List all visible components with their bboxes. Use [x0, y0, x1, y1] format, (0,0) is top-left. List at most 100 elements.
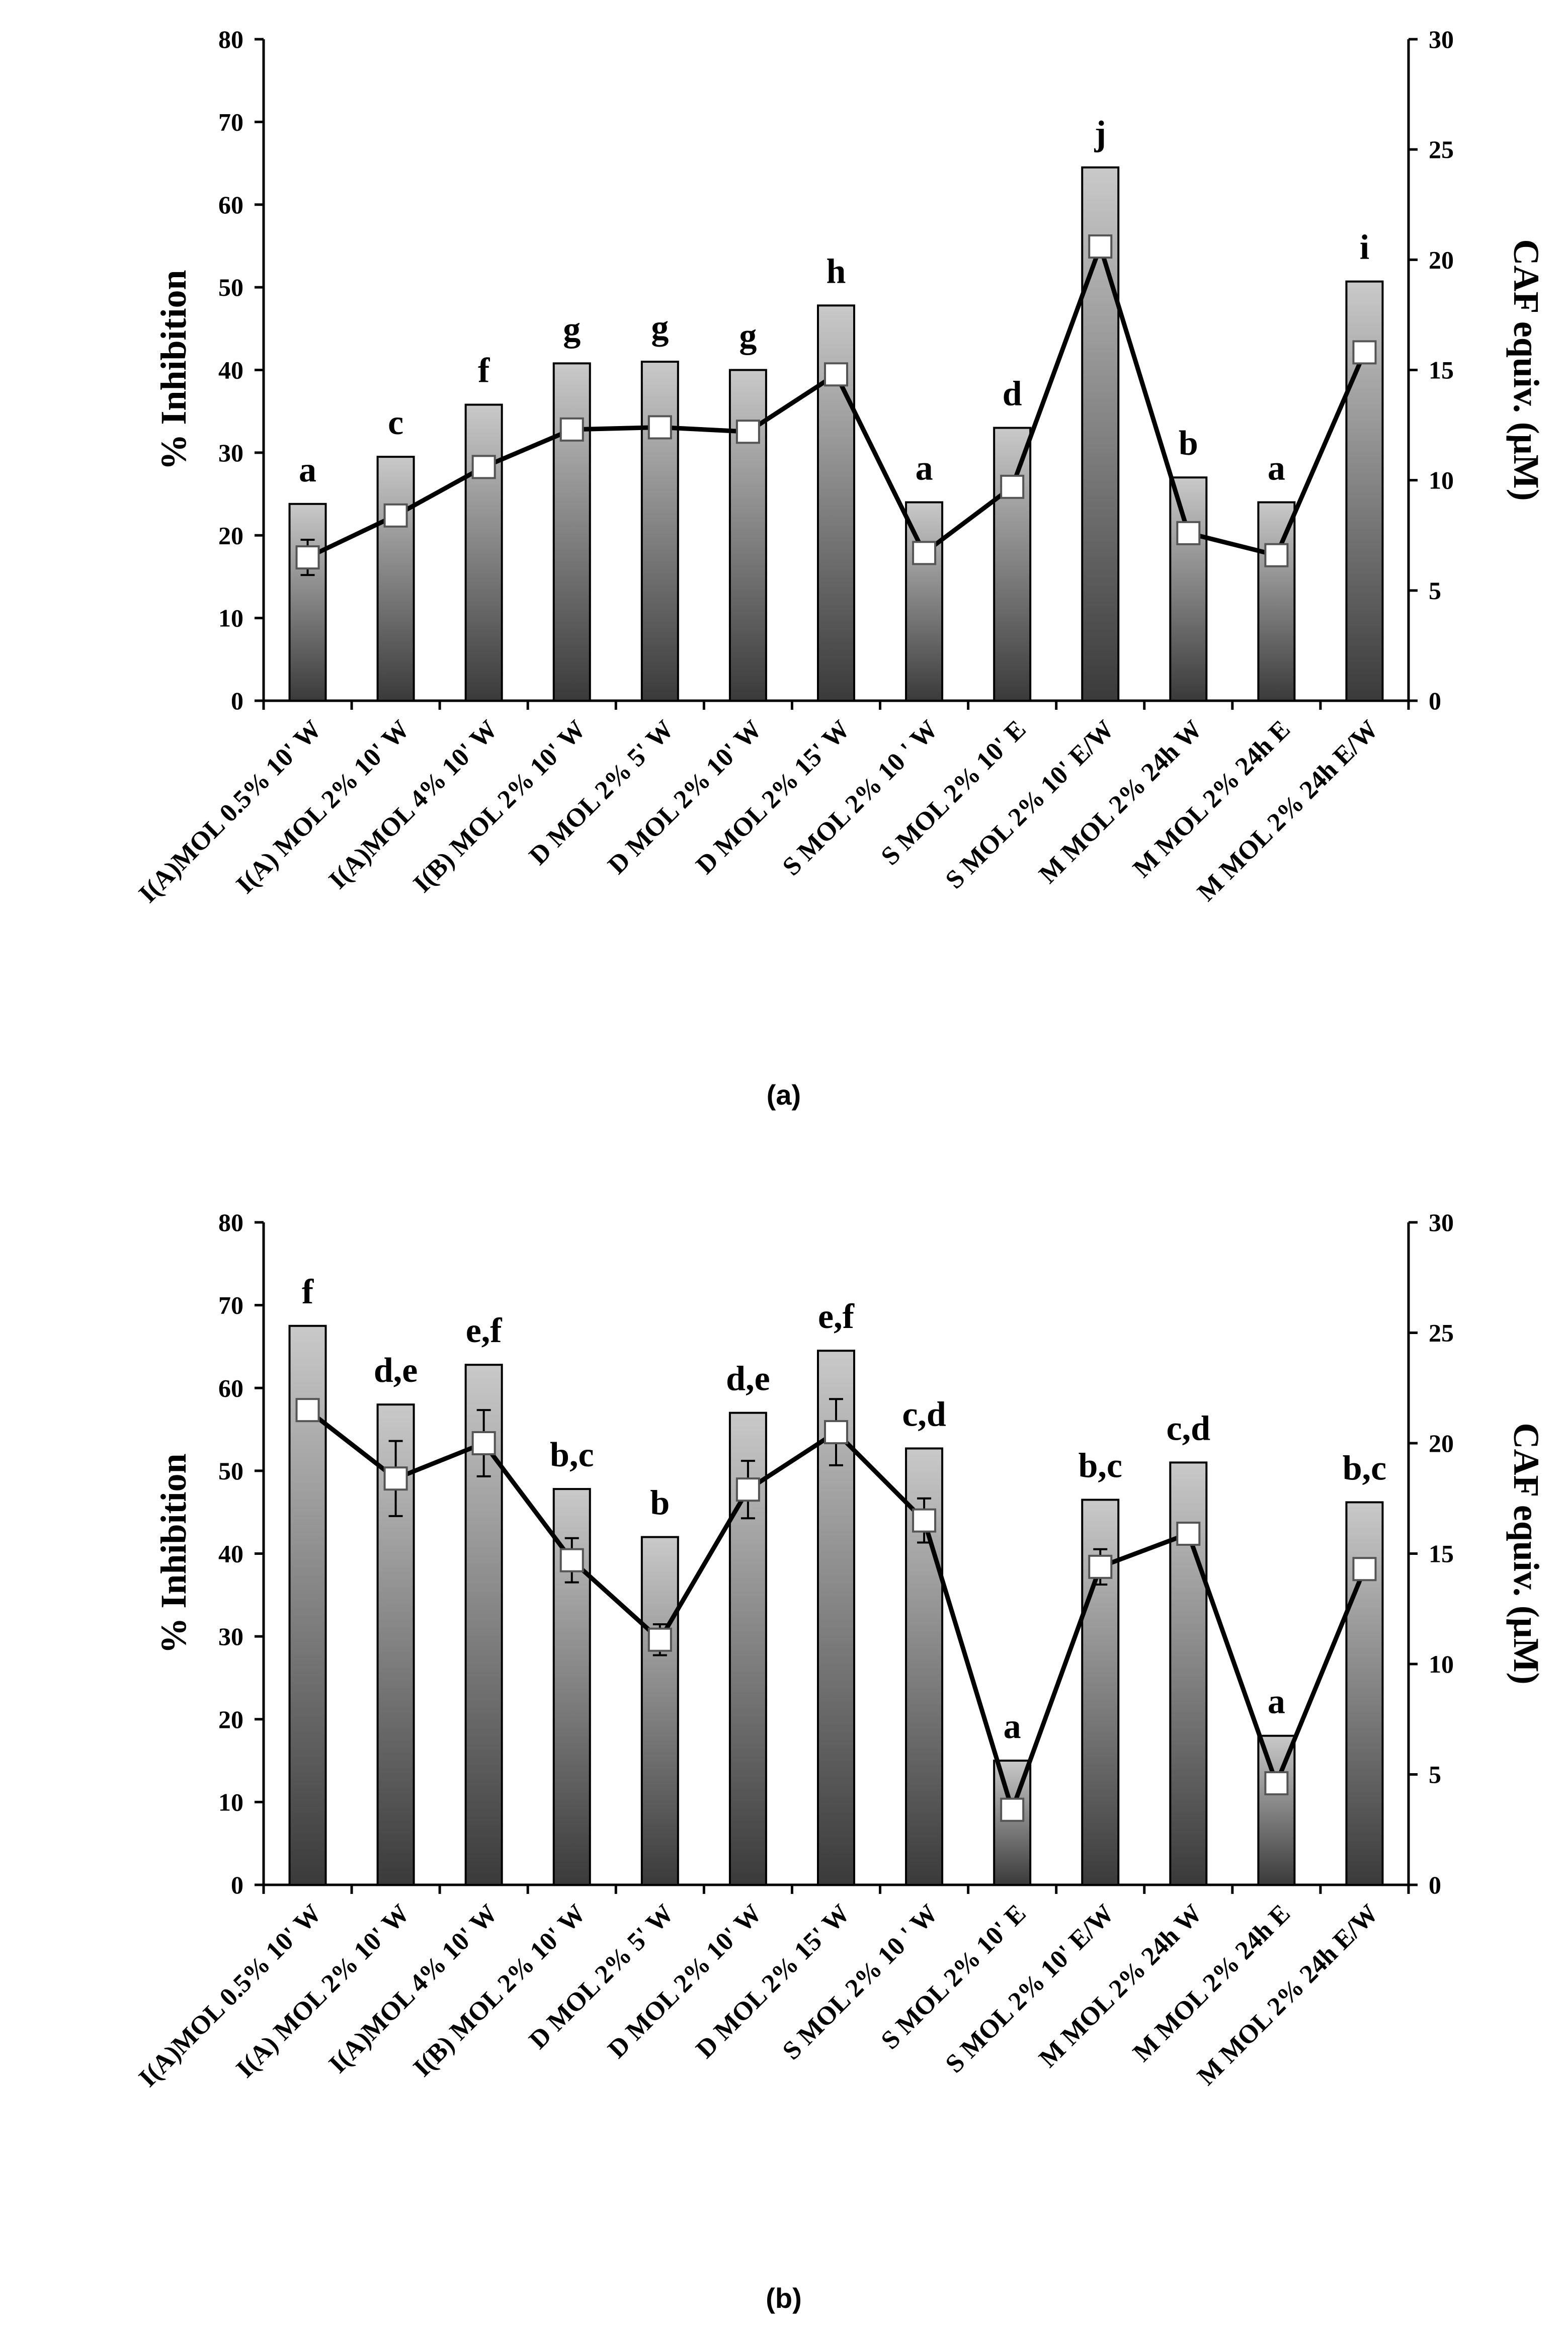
caf-marker	[1352, 340, 1377, 365]
bar	[728, 369, 767, 702]
significance-letter: e,f	[466, 1311, 503, 1350]
left-tick-label: 50	[218, 273, 243, 301]
significance-letter: b,c	[1078, 1446, 1122, 1485]
caf-marker	[383, 503, 408, 528]
bar	[1257, 1734, 1296, 1886]
caf-marker	[1088, 1554, 1113, 1579]
significance-letter: b	[650, 1484, 670, 1523]
significance-letter: b,c	[550, 1436, 594, 1474]
category-label: D MOL 2% 15' W	[691, 1899, 856, 2064]
figure-caption: (a)	[767, 1079, 801, 1111]
y2-axis-title: CAF equiv. (μM)	[1506, 1423, 1546, 1684]
significance-letter: c,d	[902, 1395, 946, 1434]
bar	[464, 403, 503, 702]
y2-axis-title: CAF equiv. (μM)	[1506, 239, 1546, 501]
caf-marker	[735, 420, 760, 444]
significance-letter: b	[1179, 424, 1198, 463]
left-tick-label: 30	[218, 439, 243, 467]
bar	[376, 456, 415, 702]
left-tick-label: 70	[218, 108, 243, 136]
left-tick-label: 20	[218, 521, 243, 549]
category-label: S MOL 2% 10 ' W	[777, 1899, 944, 2065]
caf-marker	[559, 1548, 584, 1572]
right-tick-label: 15	[1429, 1540, 1454, 1568]
caf-marker	[1176, 521, 1201, 545]
caf-marker	[1352, 1557, 1377, 1582]
significance-letter: e,f	[818, 1297, 855, 1336]
caf-marker	[295, 1398, 320, 1423]
right-tick-label: 10	[1429, 466, 1454, 494]
caf-marker	[471, 455, 496, 479]
caf-marker	[824, 362, 848, 387]
category-label: I(A)MOL 4% 10' W	[323, 715, 503, 894]
caf-marker	[295, 545, 320, 570]
significance-letter: a	[1268, 449, 1285, 488]
significance-letter: h	[827, 252, 846, 291]
significance-letter: d,e	[374, 1351, 418, 1390]
right-tick-label: 15	[1429, 356, 1454, 384]
bar	[1257, 501, 1296, 702]
right-tick-label: 0	[1429, 1871, 1441, 1899]
right-tick-label: 5	[1429, 1761, 1441, 1789]
category-label: M MOL 2% 24h W	[1034, 715, 1208, 889]
category-label: S MOL 2% 10' E	[876, 1899, 1032, 2055]
caf-marker	[1176, 1521, 1201, 1546]
category-label: D MOL 2% 10' W	[603, 715, 768, 880]
significance-letter: f	[302, 1273, 314, 1311]
caf-marker	[912, 541, 937, 565]
left-tick-label: 20	[218, 1705, 243, 1733]
chart-b: 0 10 20 30 40 50 60 70 80 0 5 10 15 20 25 30 % Inhibitio…	[133, 1208, 1546, 2314]
significance-letter: d	[1003, 375, 1022, 413]
right-tick-label: 0	[1429, 687, 1441, 715]
y-axis-title: % Inhibition	[153, 270, 194, 470]
right-tick-label: 25	[1429, 135, 1454, 163]
significance-letter: i	[1360, 228, 1369, 267]
category-label: M MOL 2% 24h E/W	[1192, 715, 1383, 906]
caf-marker	[1000, 1797, 1025, 1822]
category-label: I(B) MOL 2% 10' W	[408, 715, 591, 898]
bar	[552, 362, 591, 702]
left-tick-label: 80	[218, 1208, 243, 1236]
left-tick-label: 60	[218, 191, 243, 219]
right-tick-label: 30	[1429, 1208, 1454, 1236]
significance-letter: a	[299, 451, 316, 489]
left-tick-label: 40	[218, 1540, 243, 1568]
left-tick-label: 40	[218, 356, 243, 384]
significance-letter: g	[651, 308, 669, 347]
category-label: M MOL 2% 24h E	[1127, 715, 1295, 883]
caf-marker	[647, 415, 672, 440]
right-tick-label: 30	[1429, 25, 1454, 53]
left-tick-label: 10	[218, 1788, 243, 1816]
bar	[905, 501, 944, 702]
figure-caption: (b)	[766, 2282, 802, 2314]
left-tick-label: 80	[218, 25, 243, 53]
bar	[288, 503, 327, 702]
right-tick-label: 5	[1429, 576, 1441, 605]
caf-marker	[471, 1431, 496, 1455]
significance-letter: g	[563, 310, 581, 349]
category-label: I(A) MOL 2% 10' W	[231, 1899, 415, 2083]
bar	[993, 427, 1032, 702]
significance-letter: c,d	[1167, 1409, 1211, 1448]
significance-letter: g	[739, 317, 757, 356]
category-label: S MOL 2% 10' E/W	[940, 1899, 1120, 2079]
y-axis-title: % Inhibition	[153, 1453, 194, 1653]
category-label: M MOL 2% 24h E/W	[1192, 1899, 1383, 2091]
right-tick-label: 25	[1429, 1319, 1454, 1347]
left-tick-label: 50	[218, 1457, 243, 1485]
chart-a: 0 10 20 30 40 50 60 70 80 0 5 10 15 20 25 30 % Inhibitio…	[133, 25, 1546, 1111]
caf-marker	[647, 1627, 672, 1652]
caf-marker	[735, 1477, 760, 1502]
category-label: I(A) MOL 2% 10' W	[231, 715, 415, 899]
significance-letter: f	[478, 352, 490, 390]
significance-letter: a	[1004, 1707, 1021, 1746]
significance-letter: c	[388, 403, 403, 442]
right-tick-label: 10	[1429, 1650, 1454, 1678]
category-label: S MOL 2% 10' E	[876, 715, 1032, 871]
left-tick-label: 0	[231, 1871, 243, 1899]
caf-marker	[912, 1508, 937, 1533]
significance-letter: d,e	[726, 1360, 770, 1398]
category-label: D MOL 2% 15' W	[691, 715, 856, 880]
caf-marker	[824, 1420, 848, 1445]
